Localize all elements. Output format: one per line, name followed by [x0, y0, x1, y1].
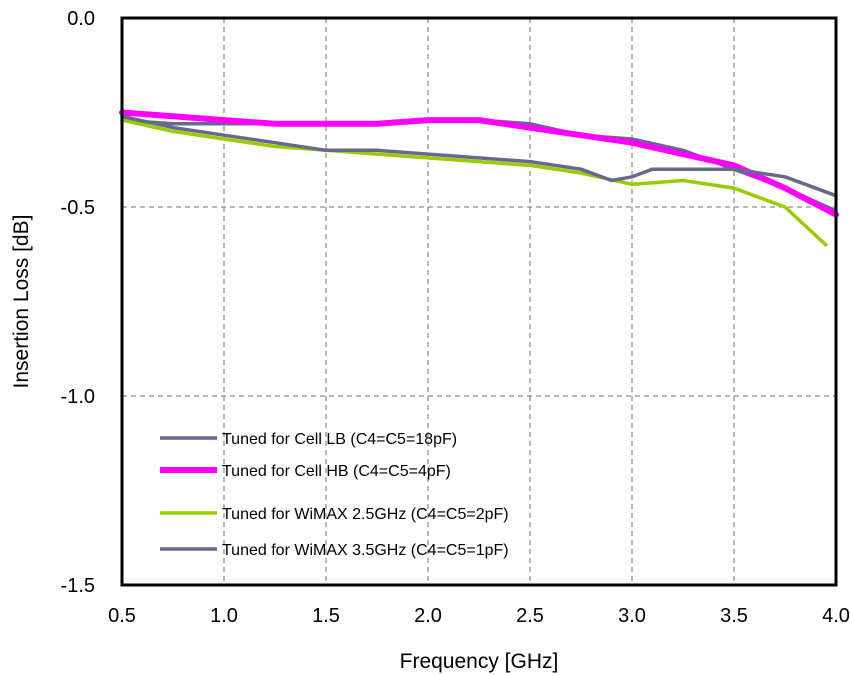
- series-lines: [119, 109, 839, 247]
- x-tick-label: 1.5: [312, 605, 340, 627]
- series-line-3: [120, 118, 828, 247]
- x-tick-label: 0.5: [108, 605, 136, 627]
- y-tick-label: 0.0: [67, 8, 95, 30]
- grid-lines: [122, 18, 836, 585]
- x-tick-label: 1.0: [210, 605, 238, 627]
- x-tick-label: 2.5: [516, 605, 544, 627]
- x-axis-title: Frequency [GHz]: [400, 650, 559, 673]
- legend-label-1: Tuned for Cell LB (C4=C5=18pF): [222, 431, 457, 448]
- x-tick-label: 2.0: [414, 605, 442, 627]
- x-tick-label: 3.0: [618, 605, 646, 627]
- y-tick-label: -1.0: [61, 386, 95, 408]
- y-axis-title: Insertion Loss [dB]: [10, 215, 33, 389]
- legend-label-3: Tuned for WiMAX 2.5GHz (C4=C5=2pF): [222, 506, 509, 523]
- y-tick-label: -0.5: [61, 197, 95, 219]
- series-line-4: [120, 114, 838, 198]
- legend: Tuned for Cell LB (C4=C5=18pF) Tuned for …: [160, 431, 509, 559]
- x-tick-label: 4.0: [822, 605, 850, 627]
- x-tick-label: 3.5: [720, 605, 748, 627]
- y-tick-label: -1.5: [61, 575, 95, 597]
- legend-label-4: Tuned for WiMAX 3.5GHz (C4=C5=1pF): [222, 542, 509, 559]
- plot-frame: [120, 16, 838, 587]
- legend-label-2: Tuned for Cell HB (C4=C5=4pF): [222, 463, 451, 480]
- tick-labels: 0.5 1.0 1.5 2.0 2.5 3.0 3.5 4.0 0.0 -0.5 -1.0 -1.5: [61, 8, 850, 627]
- series-line-2: [119, 109, 839, 218]
